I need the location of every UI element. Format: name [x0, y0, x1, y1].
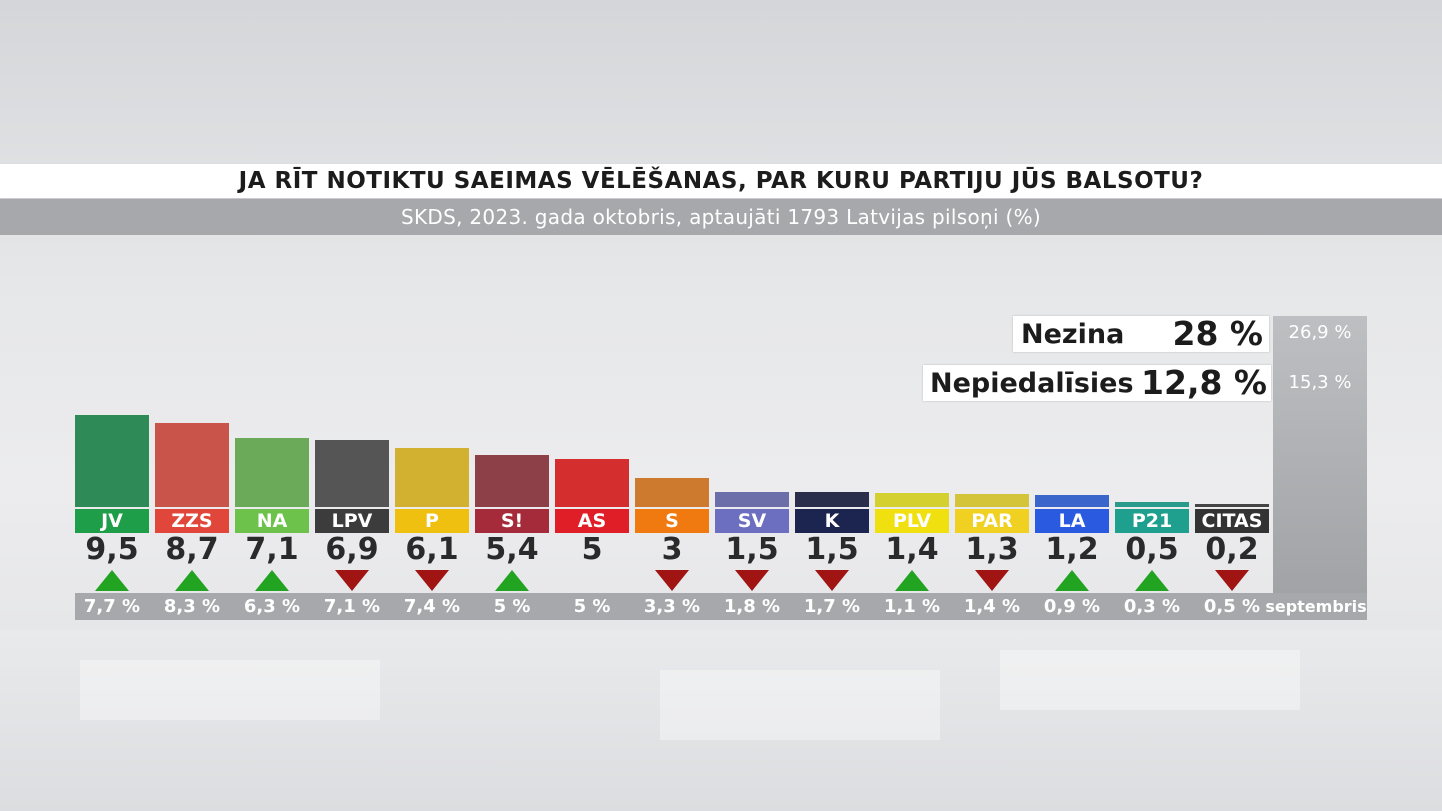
- party-label: SV: [715, 509, 789, 533]
- party-value: 6,1: [405, 532, 459, 567]
- party-prev-value: 1,8 %: [723, 596, 781, 617]
- floor-tile: [1000, 650, 1300, 710]
- party-prev-value: 5 %: [573, 596, 611, 617]
- bar-jv: [75, 414, 149, 507]
- trend-up-icon: [255, 570, 289, 591]
- not-participating-value: 12,8 %: [1141, 363, 1267, 402]
- bar-par: [955, 494, 1029, 507]
- party-value: 0,2: [1205, 532, 1259, 567]
- party-label: S: [635, 509, 709, 533]
- party-value: 3: [661, 532, 683, 567]
- party-prev-value: 7,4 %: [403, 596, 461, 617]
- bar-na: [235, 438, 309, 507]
- party-label: ZZS: [155, 509, 229, 533]
- bar-p21: [1115, 502, 1189, 507]
- not-participating-label: Nepiedalīsies: [930, 368, 1134, 399]
- party-value: 9,5: [85, 532, 139, 567]
- bar-sv: [715, 492, 789, 507]
- party-prev-value: 5 %: [493, 596, 531, 617]
- party-label: LA: [1035, 509, 1109, 533]
- bar-k: [795, 492, 869, 507]
- party-value: 8,7: [165, 532, 219, 567]
- party-value: 1,4: [885, 532, 939, 567]
- trend-up-icon: [175, 570, 209, 591]
- party-value: 1,5: [725, 532, 779, 567]
- party-prev-value: 0,3 %: [1123, 596, 1181, 617]
- party-value: 5,4: [485, 532, 539, 567]
- trend-down-icon: [735, 570, 769, 591]
- bar-la: [1035, 495, 1109, 507]
- trend-down-icon: [335, 570, 369, 591]
- party-label: LPV: [315, 509, 389, 533]
- trend-down-icon: [655, 570, 689, 591]
- undecided-value: 28 %: [1172, 314, 1263, 353]
- trend-up-icon: [95, 570, 129, 591]
- party-prev-value: 8,3 %: [163, 596, 221, 617]
- trend-up-icon: [1135, 570, 1169, 591]
- party-prev-value: 7,1 %: [323, 596, 381, 617]
- bar-as: [555, 458, 629, 507]
- party-value: 5: [581, 532, 603, 567]
- party-prev-value: 3,3 %: [643, 596, 701, 617]
- bar-citas: [1195, 504, 1269, 507]
- trend-down-icon: [1215, 570, 1249, 591]
- floor-tile: [80, 660, 380, 720]
- trend-up-icon: [1055, 570, 1089, 591]
- party-label: NA: [235, 509, 309, 533]
- bar-lpv: [315, 440, 389, 507]
- party-value: 7,1: [245, 532, 299, 567]
- party-label: P21: [1115, 509, 1189, 533]
- party-label: S!: [475, 509, 549, 533]
- trend-down-icon: [415, 570, 449, 591]
- party-value: 1,3: [965, 532, 1019, 567]
- previous-period-label: septembris: [1265, 597, 1367, 616]
- bar-s: [475, 454, 549, 507]
- bar-zzs: [155, 422, 229, 507]
- trend-up-icon: [895, 570, 929, 591]
- chart-title: JA RĪT NOTIKTU SAEIMAS VĒLĒŠANAS, PAR KU…: [238, 168, 1204, 194]
- bar-s: [635, 477, 709, 507]
- party-prev-value: 1,7 %: [803, 596, 861, 617]
- party-value: 1,5: [805, 532, 859, 567]
- party-prev-value: 1,4 %: [963, 596, 1021, 617]
- title-bar: JA RĪT NOTIKTU SAEIMAS VĒLĒŠANAS, PAR KU…: [0, 164, 1442, 198]
- trend-down-icon: [975, 570, 1009, 591]
- party-value: 6,9: [325, 532, 379, 567]
- previous-period-strip: [75, 593, 1367, 620]
- chart-subtitle: SKDS, 2023. gada oktobris, aptaujāti 179…: [400, 205, 1042, 229]
- trend-down-icon: [815, 570, 849, 591]
- party-value: 1,2: [1045, 532, 1099, 567]
- party-value: 0,5: [1125, 532, 1179, 567]
- not-participating-box: Nepiedalīsies 12,8 %: [923, 363, 1271, 402]
- party-label: PAR: [955, 509, 1029, 533]
- trend-up-icon: [495, 570, 529, 591]
- bar-p: [395, 447, 469, 507]
- party-prev-value: 0,9 %: [1043, 596, 1101, 617]
- party-label: K: [795, 509, 869, 533]
- party-prev-value: 0,5 %: [1203, 596, 1261, 617]
- undecided-prev-value: 26,9 %: [1288, 322, 1352, 343]
- party-prev-value: 1,1 %: [883, 596, 941, 617]
- undecided-label: Nezina: [1021, 319, 1125, 350]
- party-label: JV: [75, 509, 149, 533]
- background-floor: [0, 630, 1442, 811]
- party-prev-value: 6,3 %: [243, 596, 301, 617]
- party-label: CITAS: [1195, 509, 1269, 533]
- party-prev-value: 7,7 %: [83, 596, 141, 617]
- party-label: AS: [555, 509, 629, 533]
- bar-plv: [875, 493, 949, 507]
- party-label: PLV: [875, 509, 949, 533]
- floor-tile: [660, 670, 940, 740]
- previous-period-column: [1273, 316, 1367, 620]
- party-label: P: [395, 509, 469, 533]
- undecided-box: Nezina 28 %: [1013, 314, 1269, 353]
- subtitle-bar: SKDS, 2023. gada oktobris, aptaujāti 179…: [0, 199, 1442, 235]
- not-participating-prev-value: 15,3 %: [1288, 372, 1352, 393]
